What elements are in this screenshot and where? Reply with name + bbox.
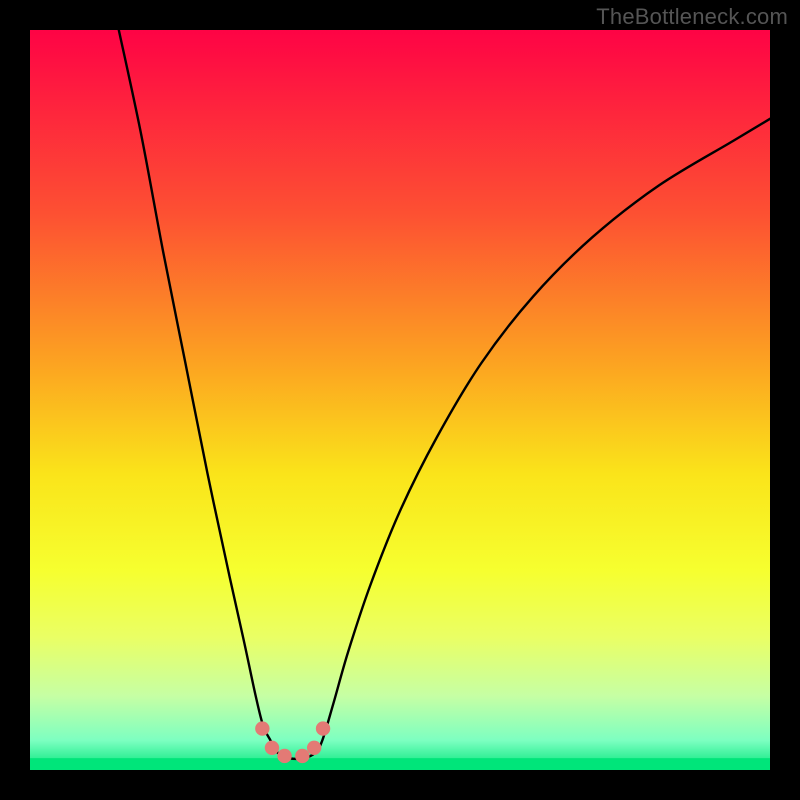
curve-marker xyxy=(307,741,321,755)
curve-marker xyxy=(255,721,269,735)
chart-frame: TheBottleneck.com xyxy=(0,0,800,800)
curve-marker xyxy=(316,721,330,735)
plot-area xyxy=(30,30,770,770)
bottleneck-curve-chart xyxy=(30,30,770,770)
curve-marker xyxy=(295,749,309,763)
curve-marker xyxy=(277,749,291,763)
gradient-background xyxy=(30,30,770,770)
green-band xyxy=(30,758,770,770)
watermark-text: TheBottleneck.com xyxy=(596,4,788,30)
curve-marker xyxy=(265,741,279,755)
